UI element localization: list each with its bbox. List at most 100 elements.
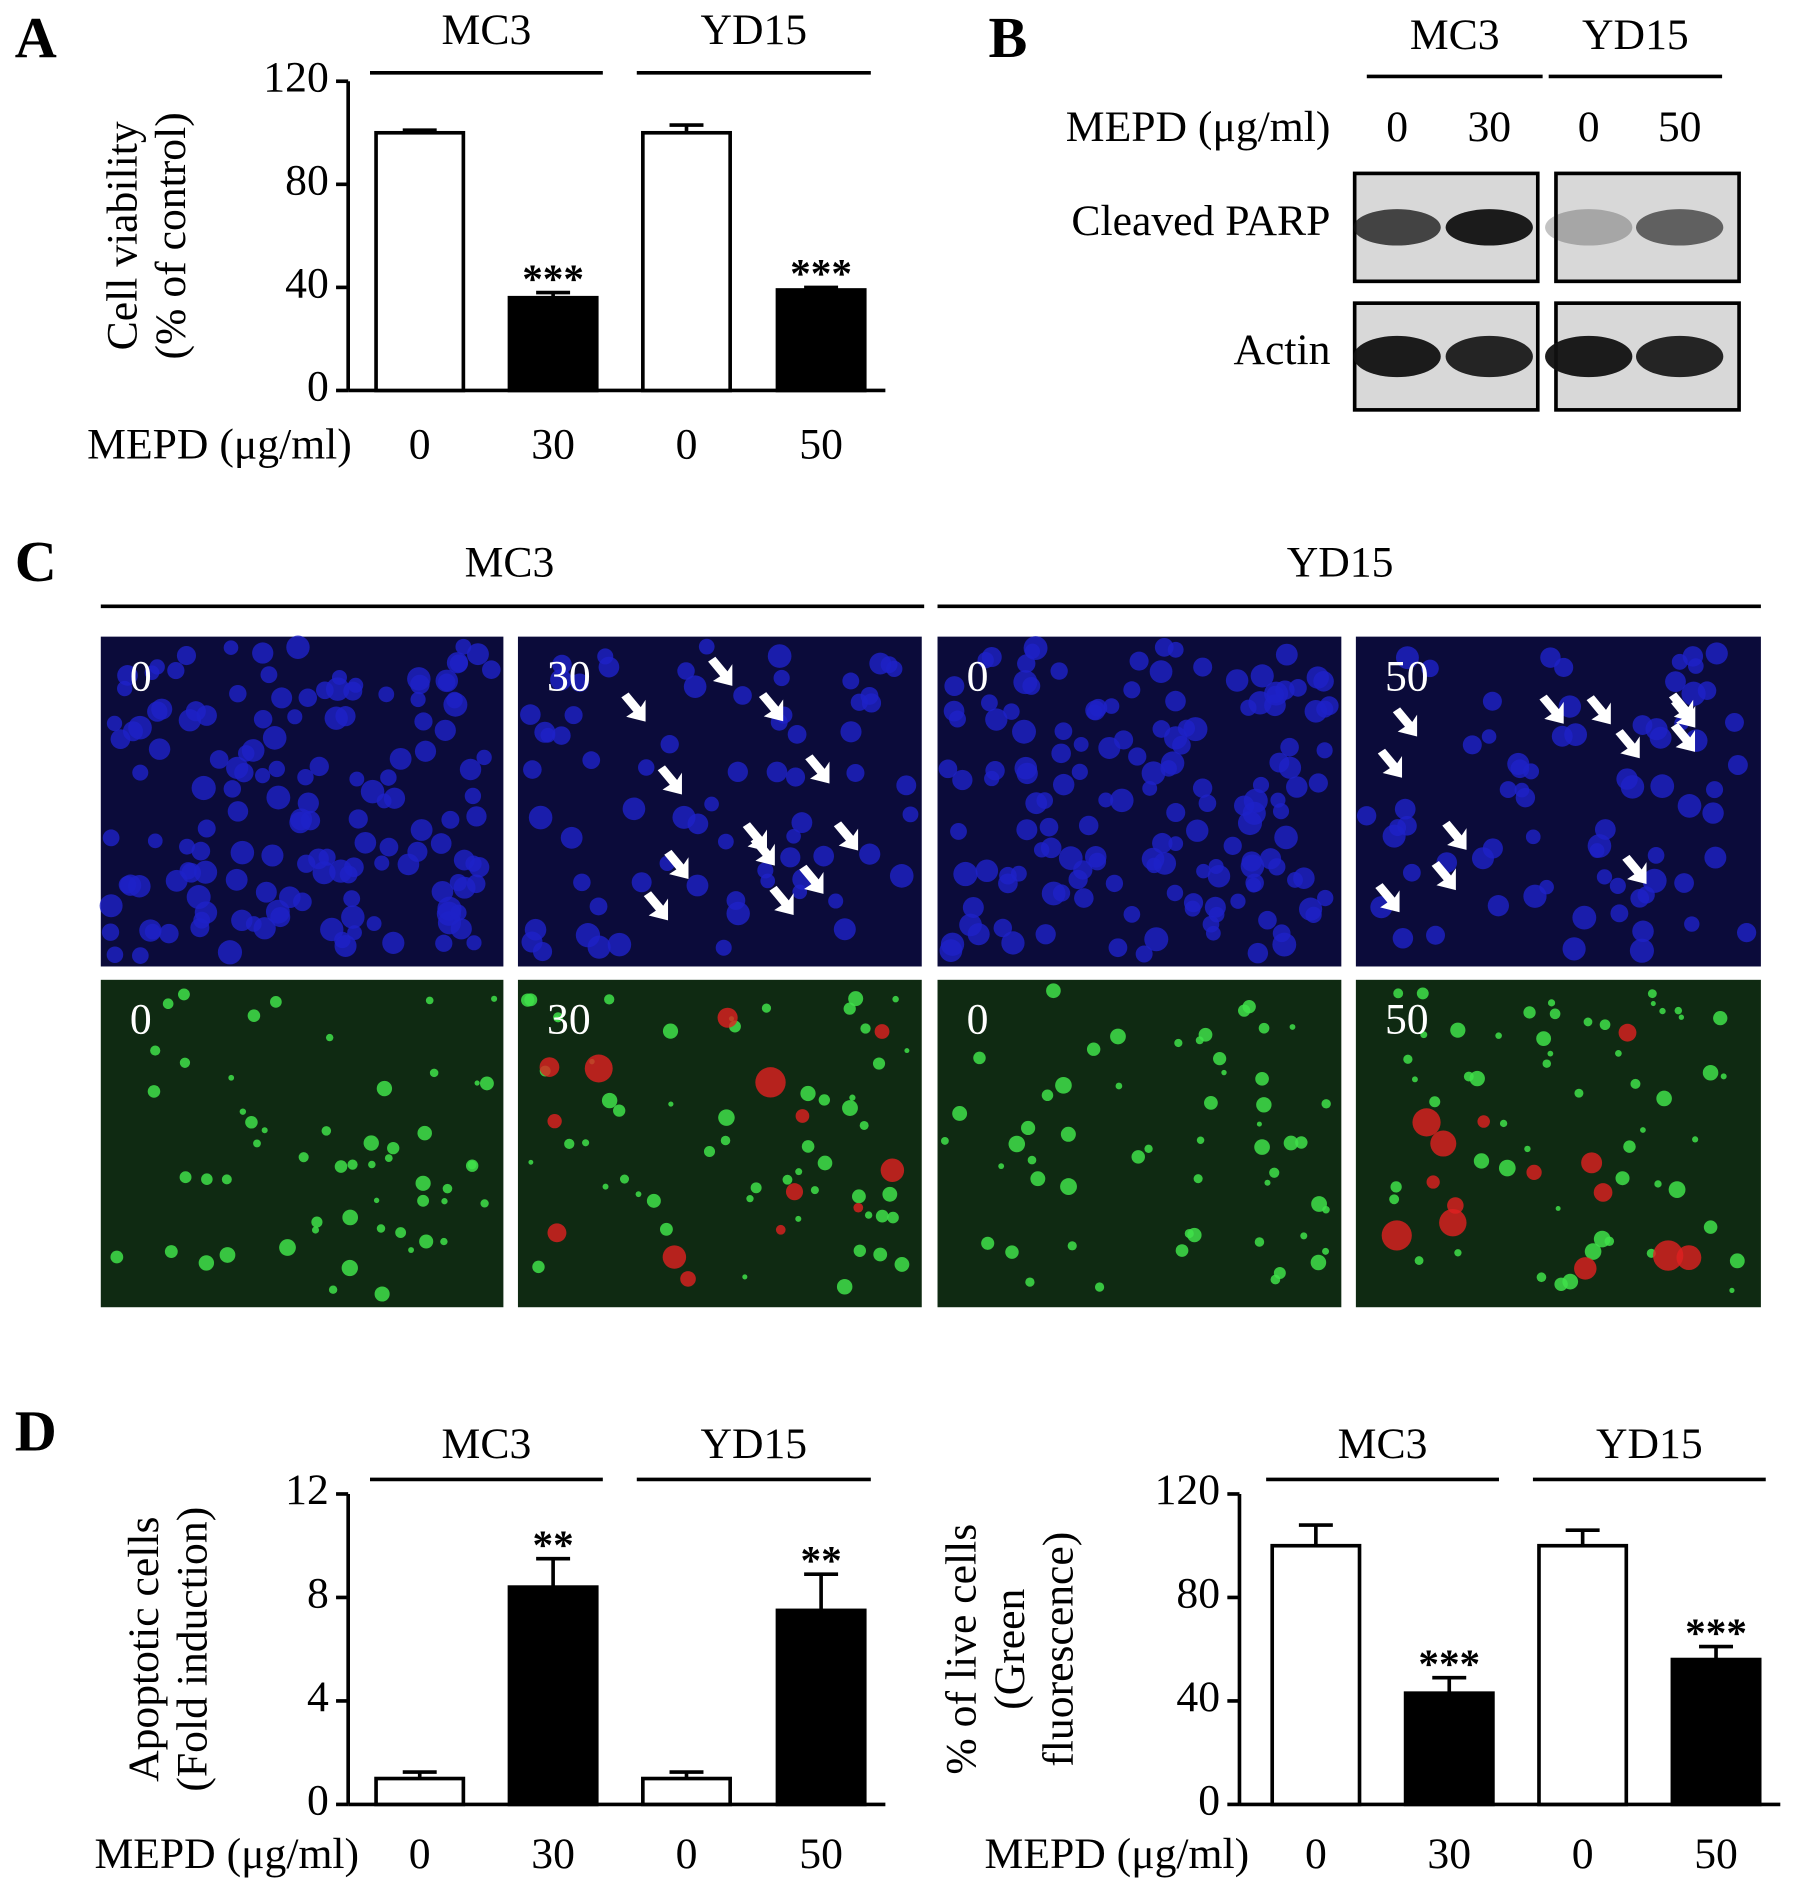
live-cell [864,1211,873,1219]
x-tick-label: 30 [531,421,575,469]
arrow [1375,883,1400,913]
nucleus [318,848,336,866]
live-cell [1729,1253,1745,1269]
nucleus [349,771,365,787]
nucleus [1539,879,1554,895]
nucleus [147,701,168,722]
nucleus [268,760,285,778]
nucleus [101,923,120,941]
live-cell [247,1009,261,1022]
nucleus [378,686,395,703]
live-cell [179,1171,192,1184]
nucleus [1237,811,1263,836]
bar [374,1776,466,1807]
nucleus [366,916,382,932]
nucleus [1240,854,1265,879]
y-axis-label: Cell viability [98,121,146,350]
live-cell [376,1224,386,1233]
nucleus [698,638,715,655]
y-axis-label: (Fold induction) [169,1507,217,1792]
nucleus [1246,877,1262,893]
live-cell [1703,1220,1718,1234]
nucleus [607,932,632,957]
nucleus [1558,695,1582,718]
live-cell [270,996,282,1008]
group-label: YD15 [1287,538,1394,586]
nucleus [437,673,456,692]
nucleus [1671,653,1688,670]
nucleus [1725,712,1744,732]
live-cell [742,1274,748,1280]
nucleus [379,837,399,857]
nucleus [230,840,255,865]
nucleus [117,665,138,686]
nucleus [1677,794,1702,818]
nucleus [1266,685,1285,704]
live-cell [479,1076,494,1091]
nucleus [1317,889,1334,907]
live-cell [1067,1241,1077,1251]
nucleus [1525,829,1541,845]
nucleus [1098,792,1114,808]
y-tick-label: 80 [285,156,329,204]
arrow [799,864,824,894]
live-cell [298,1152,309,1163]
live-cell [1144,1144,1153,1153]
live-cell [1583,1017,1593,1027]
treatment-label: MEPD (μg/ml) [1066,103,1331,151]
dead-cell [1439,1208,1467,1237]
nucleus [534,721,556,743]
nucleus [468,857,490,878]
nucleus [1186,819,1209,842]
y-tick-label: 40 [1176,1673,1220,1721]
nucleus [1737,923,1757,943]
nucleus [344,857,364,878]
nucleus [348,809,368,829]
live-cell [253,1139,261,1148]
dose-label: 0 [130,995,152,1043]
group-label: MC3 [442,1420,532,1468]
live-cell [1729,1287,1735,1293]
nucleus [687,813,709,835]
dose-label: 0 [1578,103,1600,151]
nucleus [938,759,958,779]
live-cell [720,1135,731,1146]
nucleus [715,939,732,956]
nucleus [1074,888,1094,908]
nucleus [952,769,973,791]
nucleus [1389,819,1407,837]
nucleus [1152,832,1173,854]
nucleus [842,672,860,690]
y-axis-label: fluorescence) [1034,1532,1082,1767]
live-cell [376,1080,393,1097]
live-cell [668,1101,674,1107]
live-cell [198,1255,215,1271]
nucleus [434,719,456,741]
nucleus [1223,836,1242,855]
nucleus [1054,722,1073,741]
live-cell [245,1116,258,1129]
dead-cell [1593,1183,1613,1202]
nucleus [482,660,501,679]
nucleus [382,931,405,954]
nucleus [717,833,734,850]
nucleus [348,677,364,693]
band [1545,209,1633,246]
dead-cell [795,1109,810,1123]
nucleus [102,829,120,847]
dose-label: 30 [547,652,591,700]
live-cell [1654,1180,1662,1188]
live-cell [998,1163,1005,1170]
live-cell [1674,1006,1683,1015]
live-cell [842,1100,858,1116]
nucleus [1230,893,1246,909]
nucleus [1258,910,1277,930]
arrow [805,754,830,784]
nucleus [297,768,314,786]
nucleus [1192,778,1213,798]
nucleus [1632,920,1654,943]
live-cell [952,1106,968,1121]
nucleus [1629,938,1654,963]
nucleus [622,797,646,821]
live-cell [1196,1136,1205,1145]
